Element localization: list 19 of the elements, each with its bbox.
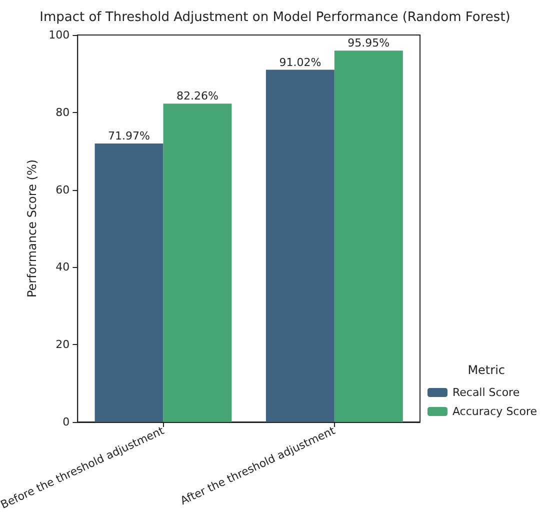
y-tick-label: 40 [56,260,70,274]
legend-label: Recall Score [452,386,520,399]
chart-title: Impact of Threshold Adjustment on Model Performance (Random Forest) [40,10,510,25]
y-tick-label: 60 [56,183,70,196]
bar [334,50,403,422]
y-tick-label: 0 [62,416,70,428]
y-tick-label: 20 [56,338,70,352]
data-label: 71.97% [108,129,150,142]
y-tick-label: 80 [56,106,70,119]
data-label: 95.95% [348,36,390,50]
data-label: 82.26% [176,90,218,103]
legend-title: Metric [468,363,506,377]
bar [266,70,334,422]
data-label: 91.02% [279,56,322,69]
legend-label: Accuracy Score [452,405,538,418]
bar [163,104,232,422]
bar [94,143,164,422]
y-tick-label: 100 [48,28,70,42]
y-axis-title: Performance Score (%) [24,159,39,298]
